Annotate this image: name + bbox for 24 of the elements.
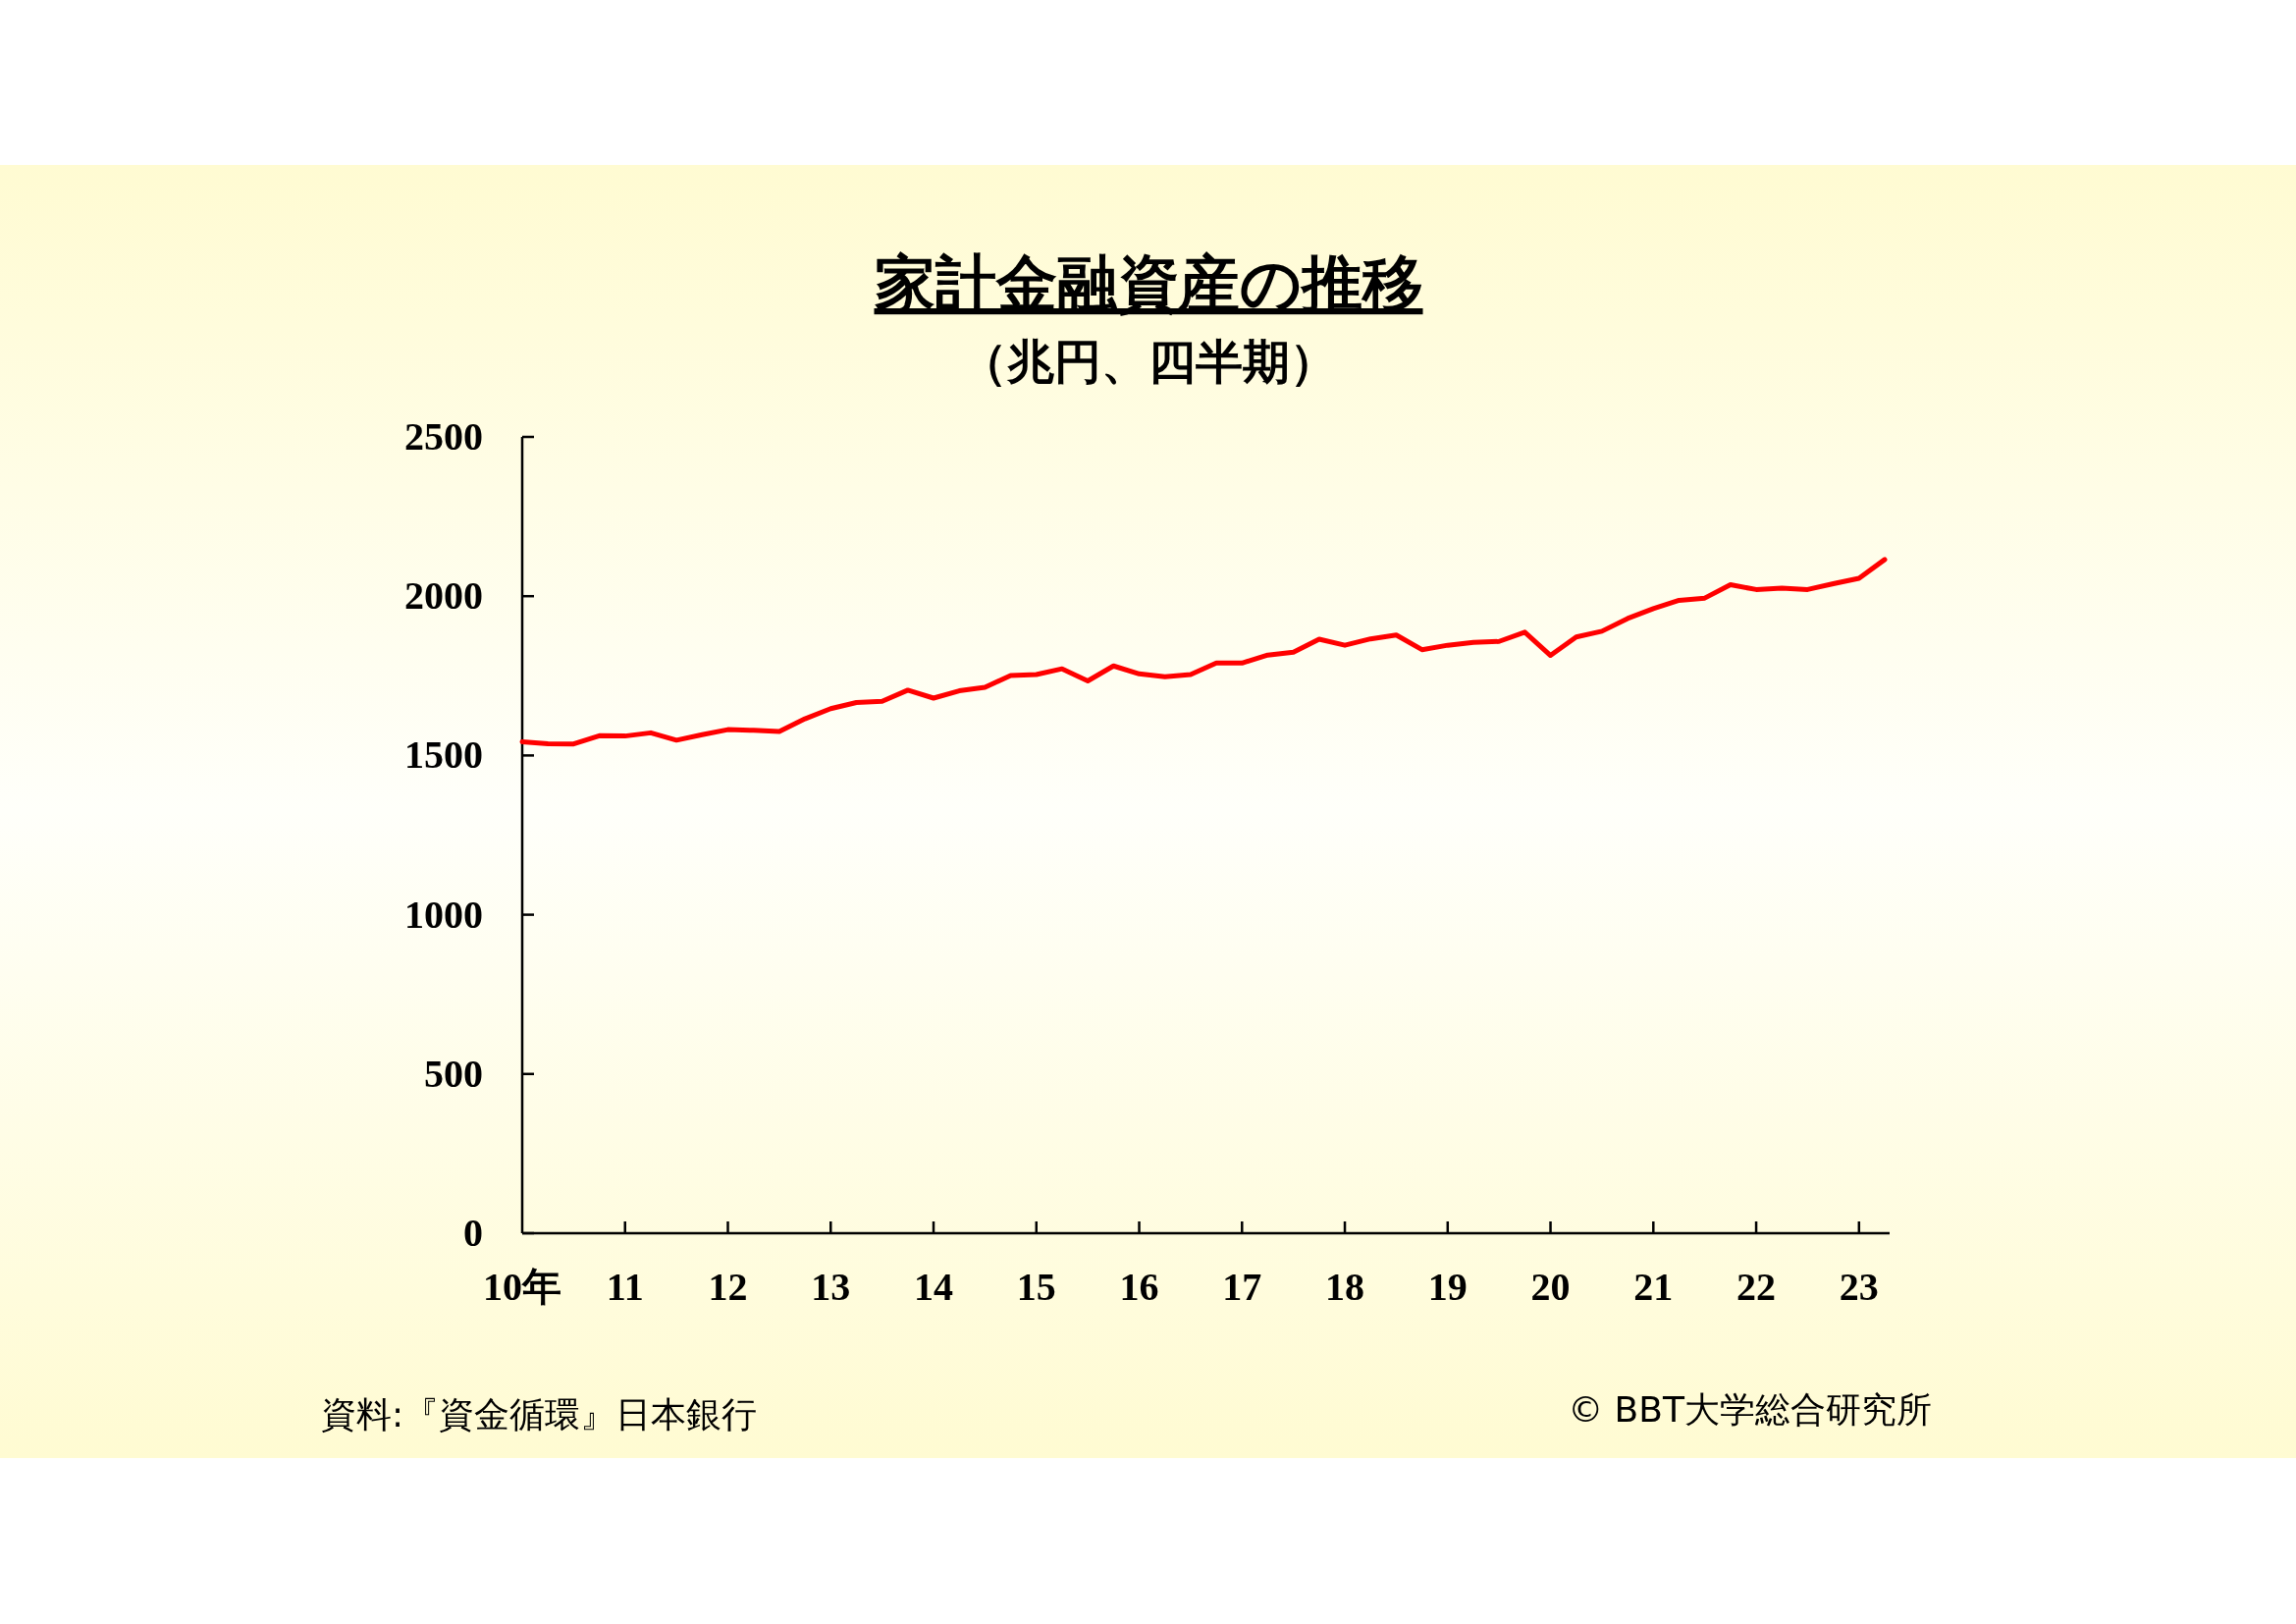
- y-tick-label: 2500: [404, 414, 483, 459]
- x-tick-label: 10年: [483, 1265, 561, 1309]
- x-tick-label: 22: [1736, 1265, 1777, 1309]
- x-tick-label: 17: [1222, 1265, 1262, 1309]
- y-tick-label: 1000: [404, 892, 483, 937]
- y-tick-label: 500: [424, 1051, 483, 1096]
- x-tick-label: 23: [1839, 1265, 1879, 1309]
- x-tick-label: 13: [811, 1265, 851, 1309]
- x-tick-label: 18: [1325, 1265, 1365, 1309]
- x-tick-label: 14: [914, 1265, 954, 1309]
- y-tick-label: 0: [463, 1211, 483, 1255]
- chart-title: 家計金融資産の推移: [874, 247, 1423, 319]
- text: 資料:『資金循環』日本銀行: [321, 1394, 758, 1435]
- chart-subtitle: （兆円、四半期）: [960, 334, 1337, 389]
- x-tick-label: 11: [606, 1265, 644, 1309]
- x-tick-label: 15: [1016, 1265, 1056, 1309]
- y-tick-label: 1500: [404, 732, 483, 778]
- y-tick-label: 2000: [404, 573, 483, 619]
- x-tick-label: 21: [1633, 1265, 1674, 1309]
- text: © BBT大学総合研究所: [1568, 1389, 1932, 1430]
- x-tick-label: 12: [708, 1265, 748, 1309]
- x-tick-label: 20: [1530, 1265, 1571, 1309]
- x-tick-label: 16: [1119, 1265, 1159, 1309]
- x-tick-label: 19: [1427, 1265, 1468, 1309]
